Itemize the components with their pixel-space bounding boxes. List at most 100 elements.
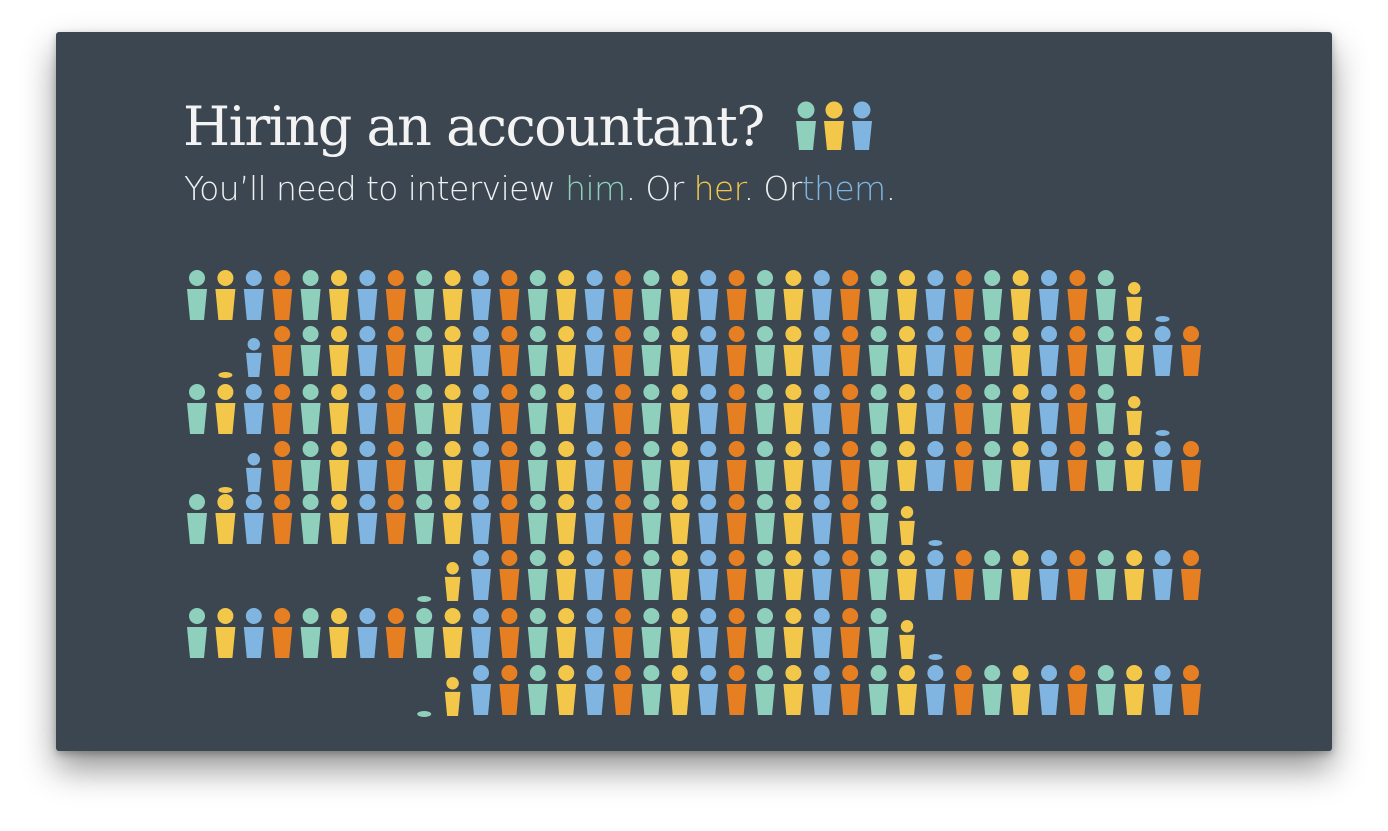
person-icon bbox=[1181, 550, 1201, 600]
person-icon bbox=[1152, 665, 1173, 715]
person-icon bbox=[272, 441, 293, 491]
person-icon bbox=[613, 550, 633, 600]
person-icon bbox=[868, 608, 889, 658]
person-icon bbox=[641, 608, 662, 658]
person-icon bbox=[471, 608, 491, 658]
person-icon bbox=[1181, 665, 1201, 715]
person-icon bbox=[442, 441, 463, 491]
person-icon bbox=[669, 270, 690, 320]
person-icon bbox=[442, 494, 463, 544]
person-icon bbox=[471, 384, 491, 434]
person-icon bbox=[698, 494, 719, 544]
person-icon bbox=[982, 665, 1003, 715]
person-icon bbox=[1181, 441, 1201, 491]
person-icon bbox=[1010, 441, 1031, 491]
person-icon bbox=[953, 441, 974, 491]
person-icon bbox=[471, 550, 491, 600]
person-icon bbox=[499, 550, 520, 600]
person-icon bbox=[925, 550, 946, 600]
person-icon bbox=[1039, 441, 1059, 491]
person-fragment-icon bbox=[417, 596, 432, 602]
person-icon bbox=[613, 665, 633, 715]
person-icon bbox=[527, 665, 548, 715]
person-icon bbox=[527, 550, 548, 600]
person-fragment-icon bbox=[417, 711, 432, 717]
person-icon bbox=[1152, 441, 1173, 491]
person-icon bbox=[556, 326, 577, 376]
person-fragment-icon bbox=[928, 654, 943, 660]
person-icon bbox=[584, 384, 605, 434]
person-icon bbox=[669, 384, 690, 434]
person-icon bbox=[243, 608, 264, 658]
person-icon bbox=[925, 384, 946, 434]
person-icon bbox=[414, 608, 435, 658]
person-icon bbox=[385, 494, 406, 544]
person-icon bbox=[243, 384, 264, 434]
person-icon bbox=[414, 326, 435, 376]
person-icon bbox=[840, 384, 861, 434]
person-icon bbox=[556, 608, 577, 658]
person-icon bbox=[556, 270, 577, 320]
person-icon bbox=[755, 665, 775, 715]
person-icon bbox=[925, 665, 946, 715]
person-icon bbox=[811, 494, 832, 544]
person-icon bbox=[1095, 384, 1116, 434]
person-icon bbox=[840, 550, 861, 600]
person-icon bbox=[1126, 282, 1142, 321]
person-icon bbox=[868, 326, 889, 376]
person-icon bbox=[527, 270, 548, 320]
person-icon bbox=[641, 441, 662, 491]
person-icon bbox=[584, 665, 605, 715]
person-icon bbox=[613, 270, 633, 320]
person-icon bbox=[243, 494, 264, 544]
person-icon bbox=[698, 550, 719, 600]
person-icon bbox=[925, 326, 946, 376]
person-icon bbox=[215, 608, 236, 658]
person-icon bbox=[641, 665, 662, 715]
person-icon bbox=[755, 326, 775, 376]
person-icon bbox=[840, 494, 861, 544]
person-icon bbox=[925, 441, 946, 491]
three-people-icon bbox=[796, 101, 872, 150]
person-icon bbox=[1039, 270, 1059, 320]
person-her-icon bbox=[824, 101, 844, 150]
person-icon bbox=[444, 562, 461, 601]
person-icon bbox=[385, 270, 406, 320]
person-icon bbox=[272, 384, 293, 434]
person-icon bbox=[300, 608, 321, 658]
person-icon bbox=[584, 326, 605, 376]
person-icon bbox=[556, 550, 577, 600]
person-icon bbox=[613, 494, 633, 544]
person-icon bbox=[499, 441, 520, 491]
person-icon bbox=[471, 326, 491, 376]
person-icon bbox=[755, 384, 775, 434]
subtitle-sep-2: . Or bbox=[743, 169, 803, 208]
subtitle-lead: You’ll need to interview bbox=[184, 169, 566, 208]
person-icon bbox=[300, 270, 321, 320]
person-icon bbox=[897, 270, 917, 320]
subtitle-her: her bbox=[693, 169, 745, 208]
person-icon bbox=[868, 384, 889, 434]
person-icon bbox=[755, 494, 775, 544]
person-icon bbox=[1124, 441, 1145, 491]
person-icon bbox=[300, 441, 321, 491]
subtitle-him: him bbox=[565, 169, 626, 208]
person-icon bbox=[1010, 384, 1031, 434]
person-icon bbox=[471, 441, 491, 491]
person-icon bbox=[982, 550, 1003, 600]
person-icon bbox=[385, 441, 406, 491]
person-icon bbox=[414, 494, 435, 544]
person-icon bbox=[899, 506, 915, 545]
subtitle-end: . bbox=[885, 169, 896, 208]
person-icon bbox=[726, 550, 747, 600]
person-icon bbox=[1039, 326, 1059, 376]
person-icon bbox=[329, 384, 349, 434]
person-icon bbox=[357, 384, 378, 434]
person-icon bbox=[726, 384, 747, 434]
person-icon bbox=[1039, 384, 1059, 434]
person-icon bbox=[897, 441, 917, 491]
person-icon bbox=[442, 384, 463, 434]
person-icon bbox=[783, 494, 804, 544]
person-icon bbox=[755, 550, 775, 600]
person-icon bbox=[499, 494, 520, 544]
